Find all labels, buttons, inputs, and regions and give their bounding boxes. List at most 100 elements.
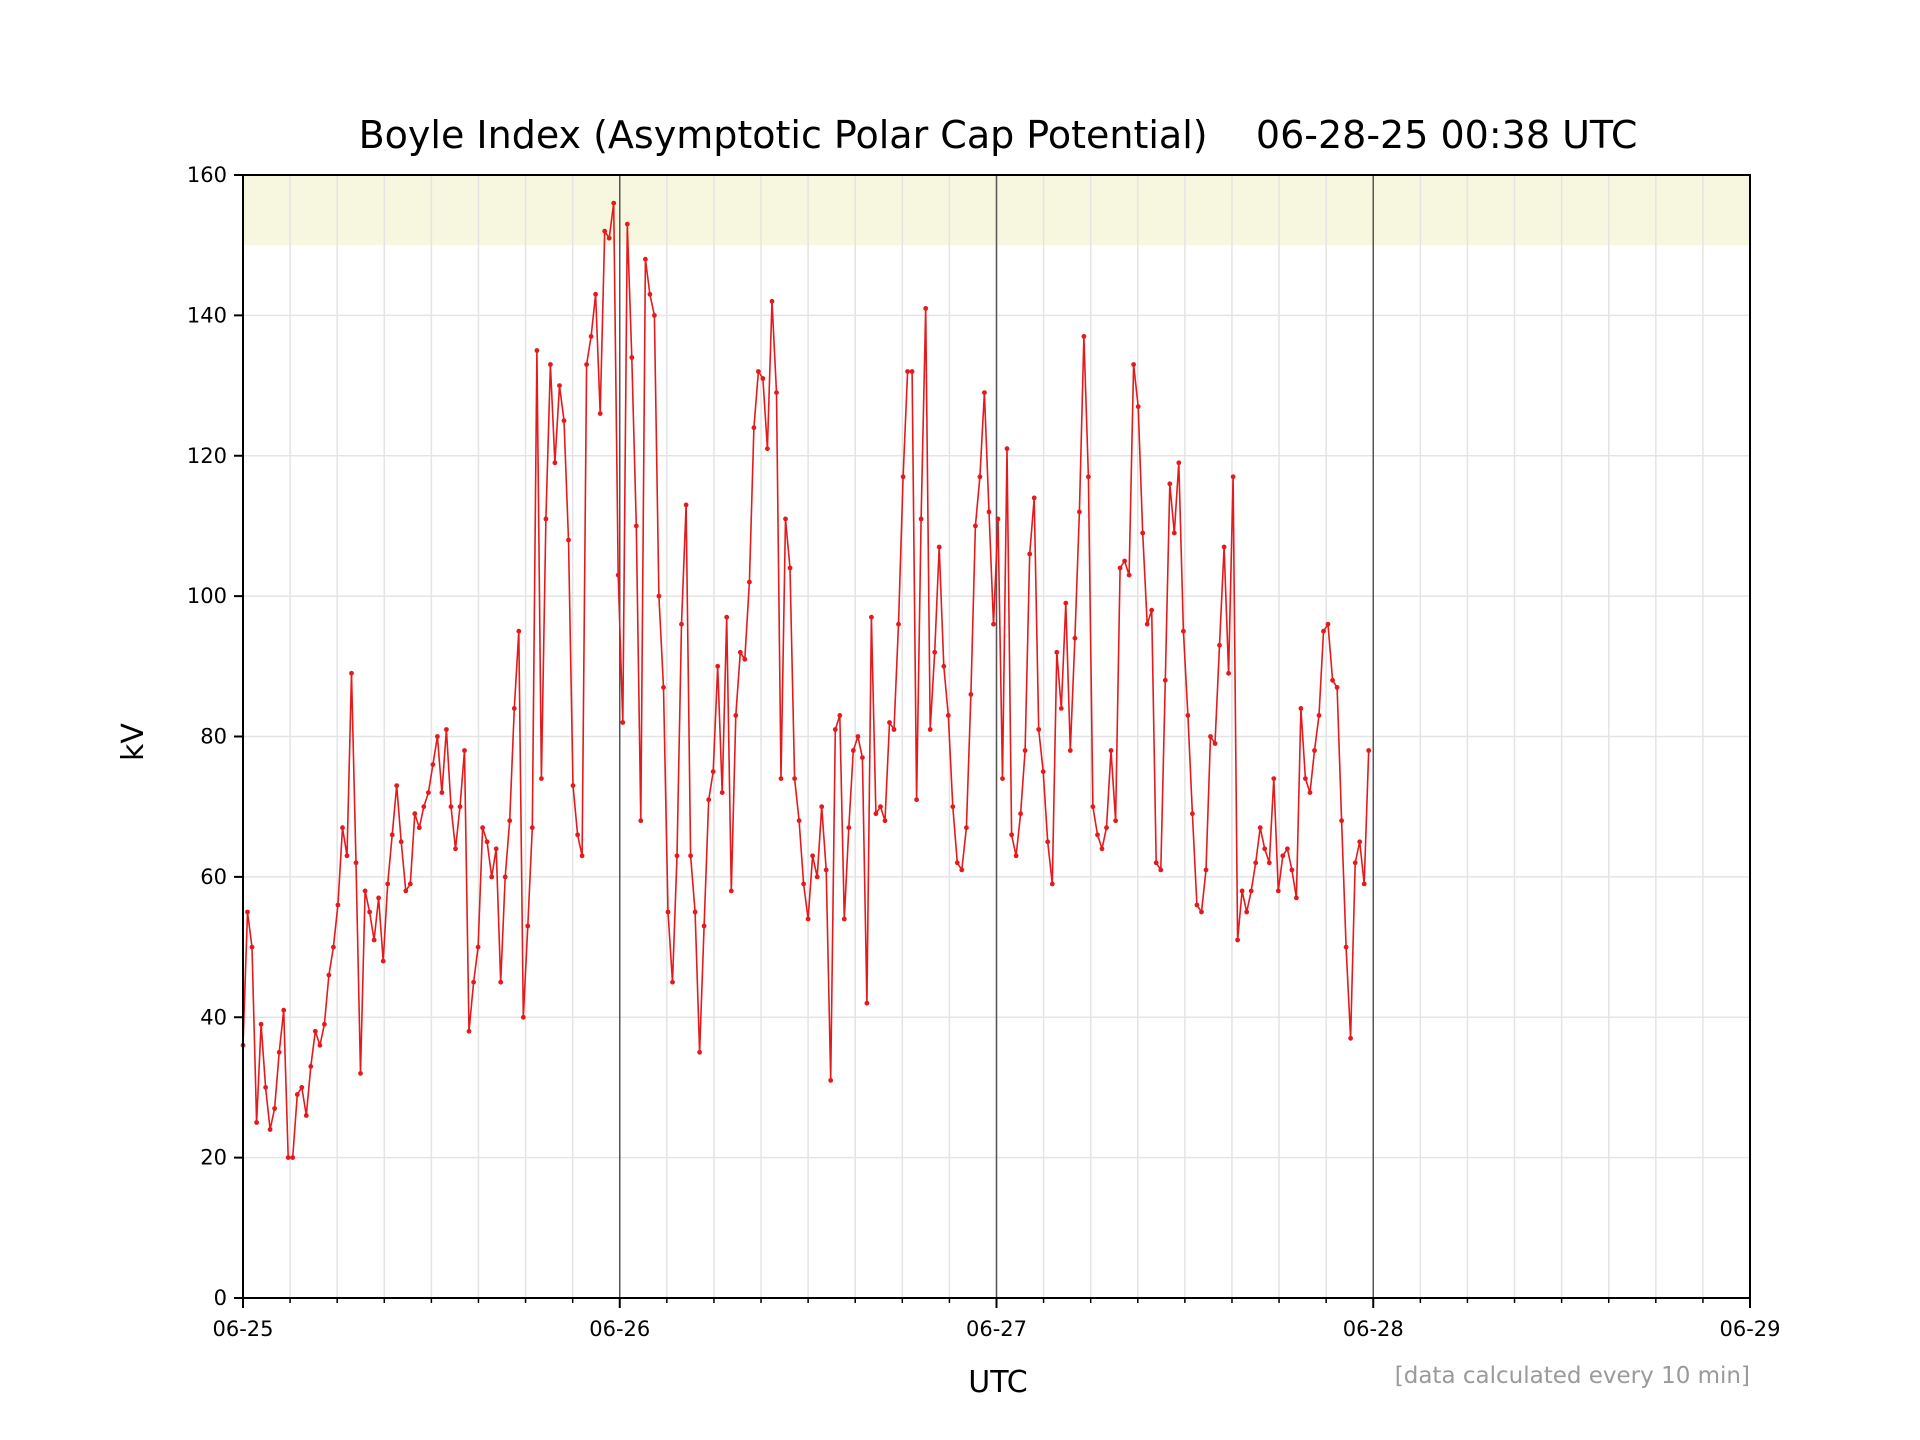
data-point: [1158, 867, 1164, 873]
data-point: [593, 291, 598, 297]
data-point: [742, 656, 748, 662]
data-point: [1199, 909, 1204, 915]
data-point: [1072, 635, 1078, 641]
data-point: [1167, 481, 1173, 487]
data-point: [778, 776, 784, 781]
data-point: [860, 755, 865, 760]
data-point: [719, 790, 725, 795]
data-point: [322, 1021, 327, 1027]
data-point: [991, 621, 996, 627]
data-point: [1081, 334, 1087, 339]
data-point: [1104, 825, 1109, 831]
data-point: [285, 1155, 291, 1160]
data-point: [344, 853, 350, 859]
data-point: [801, 881, 806, 887]
data-point: [426, 790, 431, 795]
data-point: [878, 804, 883, 810]
data-point: [1217, 642, 1222, 648]
data-point: [891, 727, 897, 732]
data-point: [823, 867, 829, 873]
data-point: [407, 881, 413, 887]
data-point: [1162, 677, 1168, 683]
y-tick-label: 20: [200, 1146, 227, 1170]
data-point: [1036, 727, 1042, 732]
data-point: [552, 460, 558, 466]
data-point: [389, 832, 395, 838]
data-point: [900, 474, 906, 480]
data-point: [805, 916, 811, 922]
data-point: [1122, 558, 1127, 564]
data-point: [964, 825, 969, 831]
data-point: [1063, 600, 1069, 606]
data-point: [1294, 895, 1299, 901]
data-point: [701, 923, 707, 929]
data-point: [1303, 776, 1308, 781]
data-point: [918, 516, 924, 522]
data-point: [1140, 530, 1146, 536]
data-point: [787, 565, 793, 571]
data-point: [579, 853, 585, 859]
data-point: [371, 937, 377, 943]
data-point: [267, 1127, 273, 1132]
data-point: [624, 221, 630, 227]
data-point: [1357, 839, 1363, 845]
data-point: [511, 706, 517, 711]
data-point: [539, 776, 544, 781]
data-point: [638, 818, 644, 824]
data-point: [1018, 811, 1023, 817]
data-point: [1253, 860, 1259, 866]
data-point: [1221, 544, 1227, 550]
data-point: [308, 1064, 314, 1069]
data-point: [977, 474, 983, 480]
data-point: [303, 1113, 309, 1118]
data-point: [317, 1042, 323, 1048]
data-point: [245, 909, 250, 915]
data-point: [1031, 495, 1037, 501]
data-point: [566, 537, 571, 543]
data-point: [1339, 818, 1344, 824]
day-divider-lines: [619, 175, 1374, 1298]
data-point: [529, 825, 535, 831]
data-point: [909, 369, 915, 374]
data-point: [1285, 846, 1290, 852]
data-point: [792, 776, 797, 781]
data-point: [290, 1155, 296, 1160]
data-point: [276, 1049, 282, 1055]
data-point: [1054, 649, 1060, 655]
data-point: [421, 804, 427, 810]
data-point: [1045, 839, 1051, 845]
data-point: [715, 663, 721, 669]
data-point: [525, 923, 531, 929]
data-point: [403, 888, 409, 894]
data-point: [258, 1021, 264, 1027]
data-point: [896, 621, 901, 627]
data-point: [887, 720, 892, 725]
data-point: [855, 734, 861, 739]
chart-title: Boyle Index (Asymptotic Polar Cap Potent…: [359, 113, 1638, 157]
data-point: [557, 383, 562, 388]
data-point: [832, 727, 838, 732]
data-point: [1086, 474, 1091, 480]
data-point: [606, 235, 612, 241]
data-point: [1212, 741, 1218, 746]
data-point: [629, 355, 635, 360]
data-point: [1194, 902, 1200, 908]
data-point: [643, 256, 648, 262]
data-point: [385, 881, 391, 887]
data-point: [706, 797, 712, 803]
data-point: [692, 909, 698, 915]
data-point: [846, 825, 852, 831]
data-point: [869, 614, 874, 620]
data-point: [1244, 909, 1250, 915]
data-point: [1117, 565, 1123, 571]
data-point: [936, 544, 942, 550]
data-point: [543, 516, 549, 522]
data-point: [1108, 748, 1114, 753]
data-point: [783, 516, 788, 522]
data-point: [796, 818, 802, 824]
data-point: [828, 1078, 834, 1083]
data-point: [850, 748, 856, 753]
data-point: [1171, 530, 1177, 536]
data-point: [575, 832, 580, 838]
